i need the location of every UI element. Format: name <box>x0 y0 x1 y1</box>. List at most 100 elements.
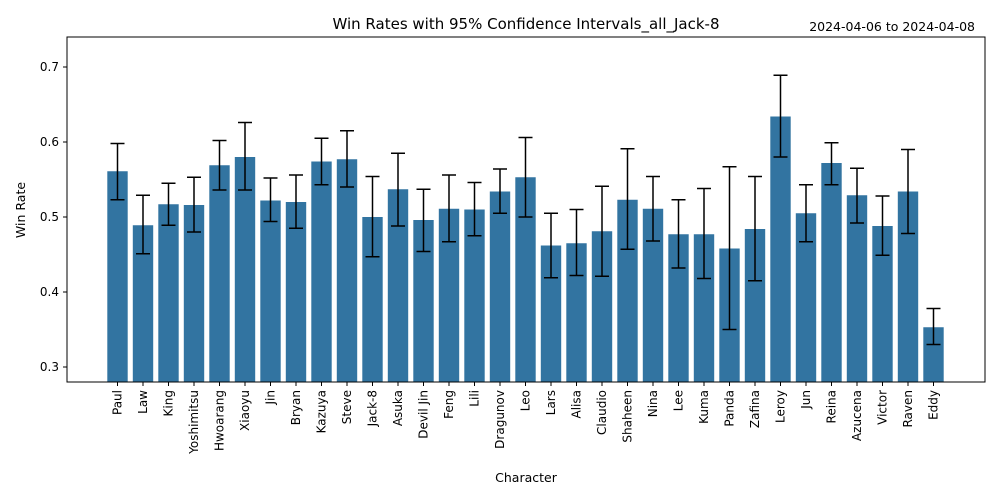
y-axis-label: Win Rate <box>13 182 28 238</box>
error-bar <box>136 194 150 255</box>
x-tick-label: Leo <box>519 390 533 411</box>
bar <box>132 225 154 382</box>
bar <box>413 220 434 382</box>
error-bar <box>671 199 686 269</box>
bar <box>260 200 281 382</box>
bar <box>795 213 817 382</box>
error-bar <box>569 208 584 277</box>
x-tick-label: Yoshimitsu <box>187 390 201 455</box>
error-bar <box>620 148 635 250</box>
bar <box>668 234 689 382</box>
bar <box>362 217 383 382</box>
x-tick-label: Jun <box>799 390 813 410</box>
error-bar <box>161 182 176 226</box>
x-tick-label: King <box>162 390 176 416</box>
error-bar <box>314 137 329 186</box>
x-tick-label: Eddy <box>927 390 941 420</box>
x-tick-label: Law <box>136 390 150 414</box>
error-bar <box>850 167 864 224</box>
bar <box>489 191 511 382</box>
error-bar <box>595 185 609 277</box>
x-tick-label: Jin <box>264 390 278 405</box>
error-bar <box>442 174 456 243</box>
x-tick-label: Bryan <box>289 390 303 425</box>
x-tick-label: Xiaoyu <box>238 390 252 431</box>
error-bar <box>544 212 558 279</box>
x-tick-label: Leroy <box>774 390 788 423</box>
error-bar <box>748 175 762 282</box>
x-tick-label: Alisa <box>570 390 584 418</box>
date-range: 2024-04-06 to 2024-04-08 <box>809 19 975 34</box>
error-bar <box>646 175 660 242</box>
error-bar <box>722 166 737 331</box>
bar <box>387 189 409 382</box>
x-tick-label: Panda <box>723 390 737 427</box>
x-tick-label: Dragunov <box>493 390 507 449</box>
bar <box>515 177 536 382</box>
error-bar <box>824 142 839 186</box>
x-tick-label: Lee <box>672 390 686 411</box>
x-tick-label: Shaheen <box>621 390 635 443</box>
y-tick-label: 0.4 <box>40 285 59 299</box>
x-axis-label: Character <box>495 470 558 485</box>
x-tick-label: Kuma <box>697 390 711 424</box>
error-bar <box>467 181 482 237</box>
x-tick-label: Hwoarang <box>213 390 227 451</box>
error-bar <box>926 307 941 346</box>
bar <box>285 202 307 382</box>
error-bar <box>110 142 125 201</box>
chart-title: Win Rates with 95% Confidence Intervals_… <box>332 15 719 34</box>
bar <box>209 165 230 382</box>
bars-group <box>107 116 944 382</box>
error-bar <box>416 188 431 253</box>
error-bar <box>340 130 354 188</box>
x-tick-label: Zafina <box>748 390 762 428</box>
error-bar <box>875 195 890 256</box>
plot-frame <box>66 36 986 383</box>
bar <box>872 226 893 382</box>
x-tick-label: Jack-8 <box>366 390 380 427</box>
y-tick-label: 0.3 <box>40 360 59 374</box>
bar <box>744 229 766 382</box>
bar <box>923 327 944 382</box>
error-bar <box>289 174 303 229</box>
x-axis: Paul Law King Yoshimitsu Hwoarang Xiaoyu Jin Br… <box>111 382 941 455</box>
error-bar <box>773 74 788 158</box>
x-tick-label: Lili <box>468 390 482 407</box>
error-bar <box>187 176 201 233</box>
y-tick-label: 0.5 <box>40 210 59 224</box>
bar <box>821 163 842 382</box>
bar <box>311 161 332 382</box>
bar <box>617 199 638 382</box>
x-tick-label: Victor <box>876 390 890 425</box>
bar <box>234 157 256 382</box>
x-tick-label: Steve <box>340 390 354 424</box>
error-bar <box>697 187 711 280</box>
error-bar <box>518 136 533 218</box>
error-bar <box>238 121 252 191</box>
bar <box>770 116 791 382</box>
bar <box>566 243 587 382</box>
bar <box>107 171 128 382</box>
bar <box>642 208 664 382</box>
bar <box>540 245 562 382</box>
y-tick-label: 0.7 <box>40 60 59 74</box>
bar <box>897 191 919 382</box>
x-tick-label: Nina <box>646 390 660 417</box>
errorbars-group <box>110 74 941 346</box>
error-bar <box>212 139 227 191</box>
x-tick-label: Paul <box>111 390 125 415</box>
bar <box>464 209 485 382</box>
x-tick-label: Azucena <box>850 390 864 441</box>
bar <box>183 205 205 382</box>
error-bar <box>799 184 813 243</box>
x-tick-label: Raven <box>901 390 915 428</box>
x-tick-label: Reina <box>825 390 839 423</box>
x-tick-label: Feng <box>442 390 456 419</box>
bar <box>158 204 179 382</box>
bar <box>591 231 613 382</box>
x-tick-label: Lars <box>544 390 558 415</box>
error-bar <box>365 175 380 258</box>
error-bar <box>263 177 278 223</box>
